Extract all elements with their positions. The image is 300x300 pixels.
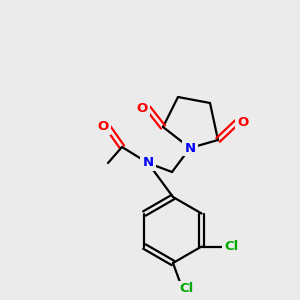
Text: O: O <box>237 116 249 128</box>
Text: N: N <box>184 142 196 154</box>
Text: O: O <box>98 121 109 134</box>
Text: O: O <box>136 101 148 115</box>
Text: Cl: Cl <box>179 283 193 296</box>
Text: Cl: Cl <box>224 240 239 253</box>
Text: N: N <box>142 157 154 169</box>
